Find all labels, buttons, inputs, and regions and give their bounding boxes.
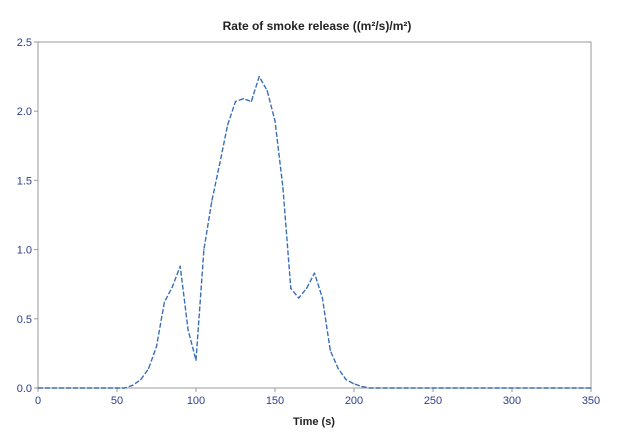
- chart-title: Rate of smoke release ((m²/s)/m²): [223, 19, 412, 33]
- data-point: [124, 387, 126, 389]
- data-point: [377, 387, 379, 389]
- y-axis-ticks: 0.0 0.5 1.0 1.5 2.0 2.5: [17, 37, 38, 395]
- data-point: [369, 387, 371, 389]
- data-point: [155, 345, 158, 348]
- data-point: [290, 287, 292, 289]
- x-tick-label: 150: [266, 395, 284, 407]
- data-point: [132, 384, 134, 386]
- x-tick-label: 350: [582, 395, 600, 407]
- data-point: [171, 286, 173, 288]
- data-point: [321, 297, 323, 299]
- data-point: [337, 368, 339, 370]
- x-tick-label: 0: [35, 395, 41, 407]
- data-point: [203, 249, 205, 251]
- data-point: [195, 359, 197, 361]
- data-point: [234, 100, 237, 103]
- data-point: [329, 350, 331, 352]
- y-tick-label: 1.0: [17, 245, 32, 257]
- x-tick-label: 250: [424, 395, 442, 407]
- plot-area: [37, 41, 592, 389]
- data-point: [140, 379, 142, 381]
- data-point: [37, 387, 39, 389]
- data-point: [163, 301, 165, 303]
- data-point: [179, 265, 181, 267]
- x-tick-label: 200: [345, 395, 363, 407]
- data-point: [313, 272, 316, 274]
- data-point: [282, 186, 284, 188]
- data-point: [266, 89, 268, 92]
- data-point: [385, 387, 387, 389]
- data-point: [187, 329, 189, 331]
- x-tick-label: 50: [111, 395, 123, 407]
- data-point: [258, 76, 260, 78]
- x-axis-ticks: 0 50 100 150 200 250 300 350: [35, 388, 600, 407]
- data-point: [227, 124, 229, 126]
- series-line: [38, 75, 591, 389]
- data-point: [148, 368, 150, 370]
- data-point: [306, 287, 308, 289]
- x-axis-label: Time (s): [293, 416, 335, 428]
- y-tick-label: 2.5: [17, 37, 32, 49]
- x-tick-label: 300: [503, 395, 521, 407]
- data-point: [274, 120, 276, 122]
- y-tick-label: 2.0: [17, 106, 32, 118]
- data-point: [250, 100, 252, 103]
- x-tick-label: 100: [187, 395, 205, 407]
- y-tick-label: 1.5: [17, 175, 32, 187]
- data-point: [590, 387, 592, 389]
- data-point: [298, 297, 300, 299]
- data-point: [242, 98, 244, 100]
- data-point: [345, 379, 347, 381]
- y-tick-label: 0.5: [17, 314, 32, 326]
- series-layer: [37, 75, 592, 389]
- data-point: [361, 386, 363, 388]
- y-tick-label: 0.0: [17, 383, 32, 395]
- data-point: [353, 383, 355, 385]
- data-point: [211, 200, 213, 202]
- data-point: [219, 163, 221, 165]
